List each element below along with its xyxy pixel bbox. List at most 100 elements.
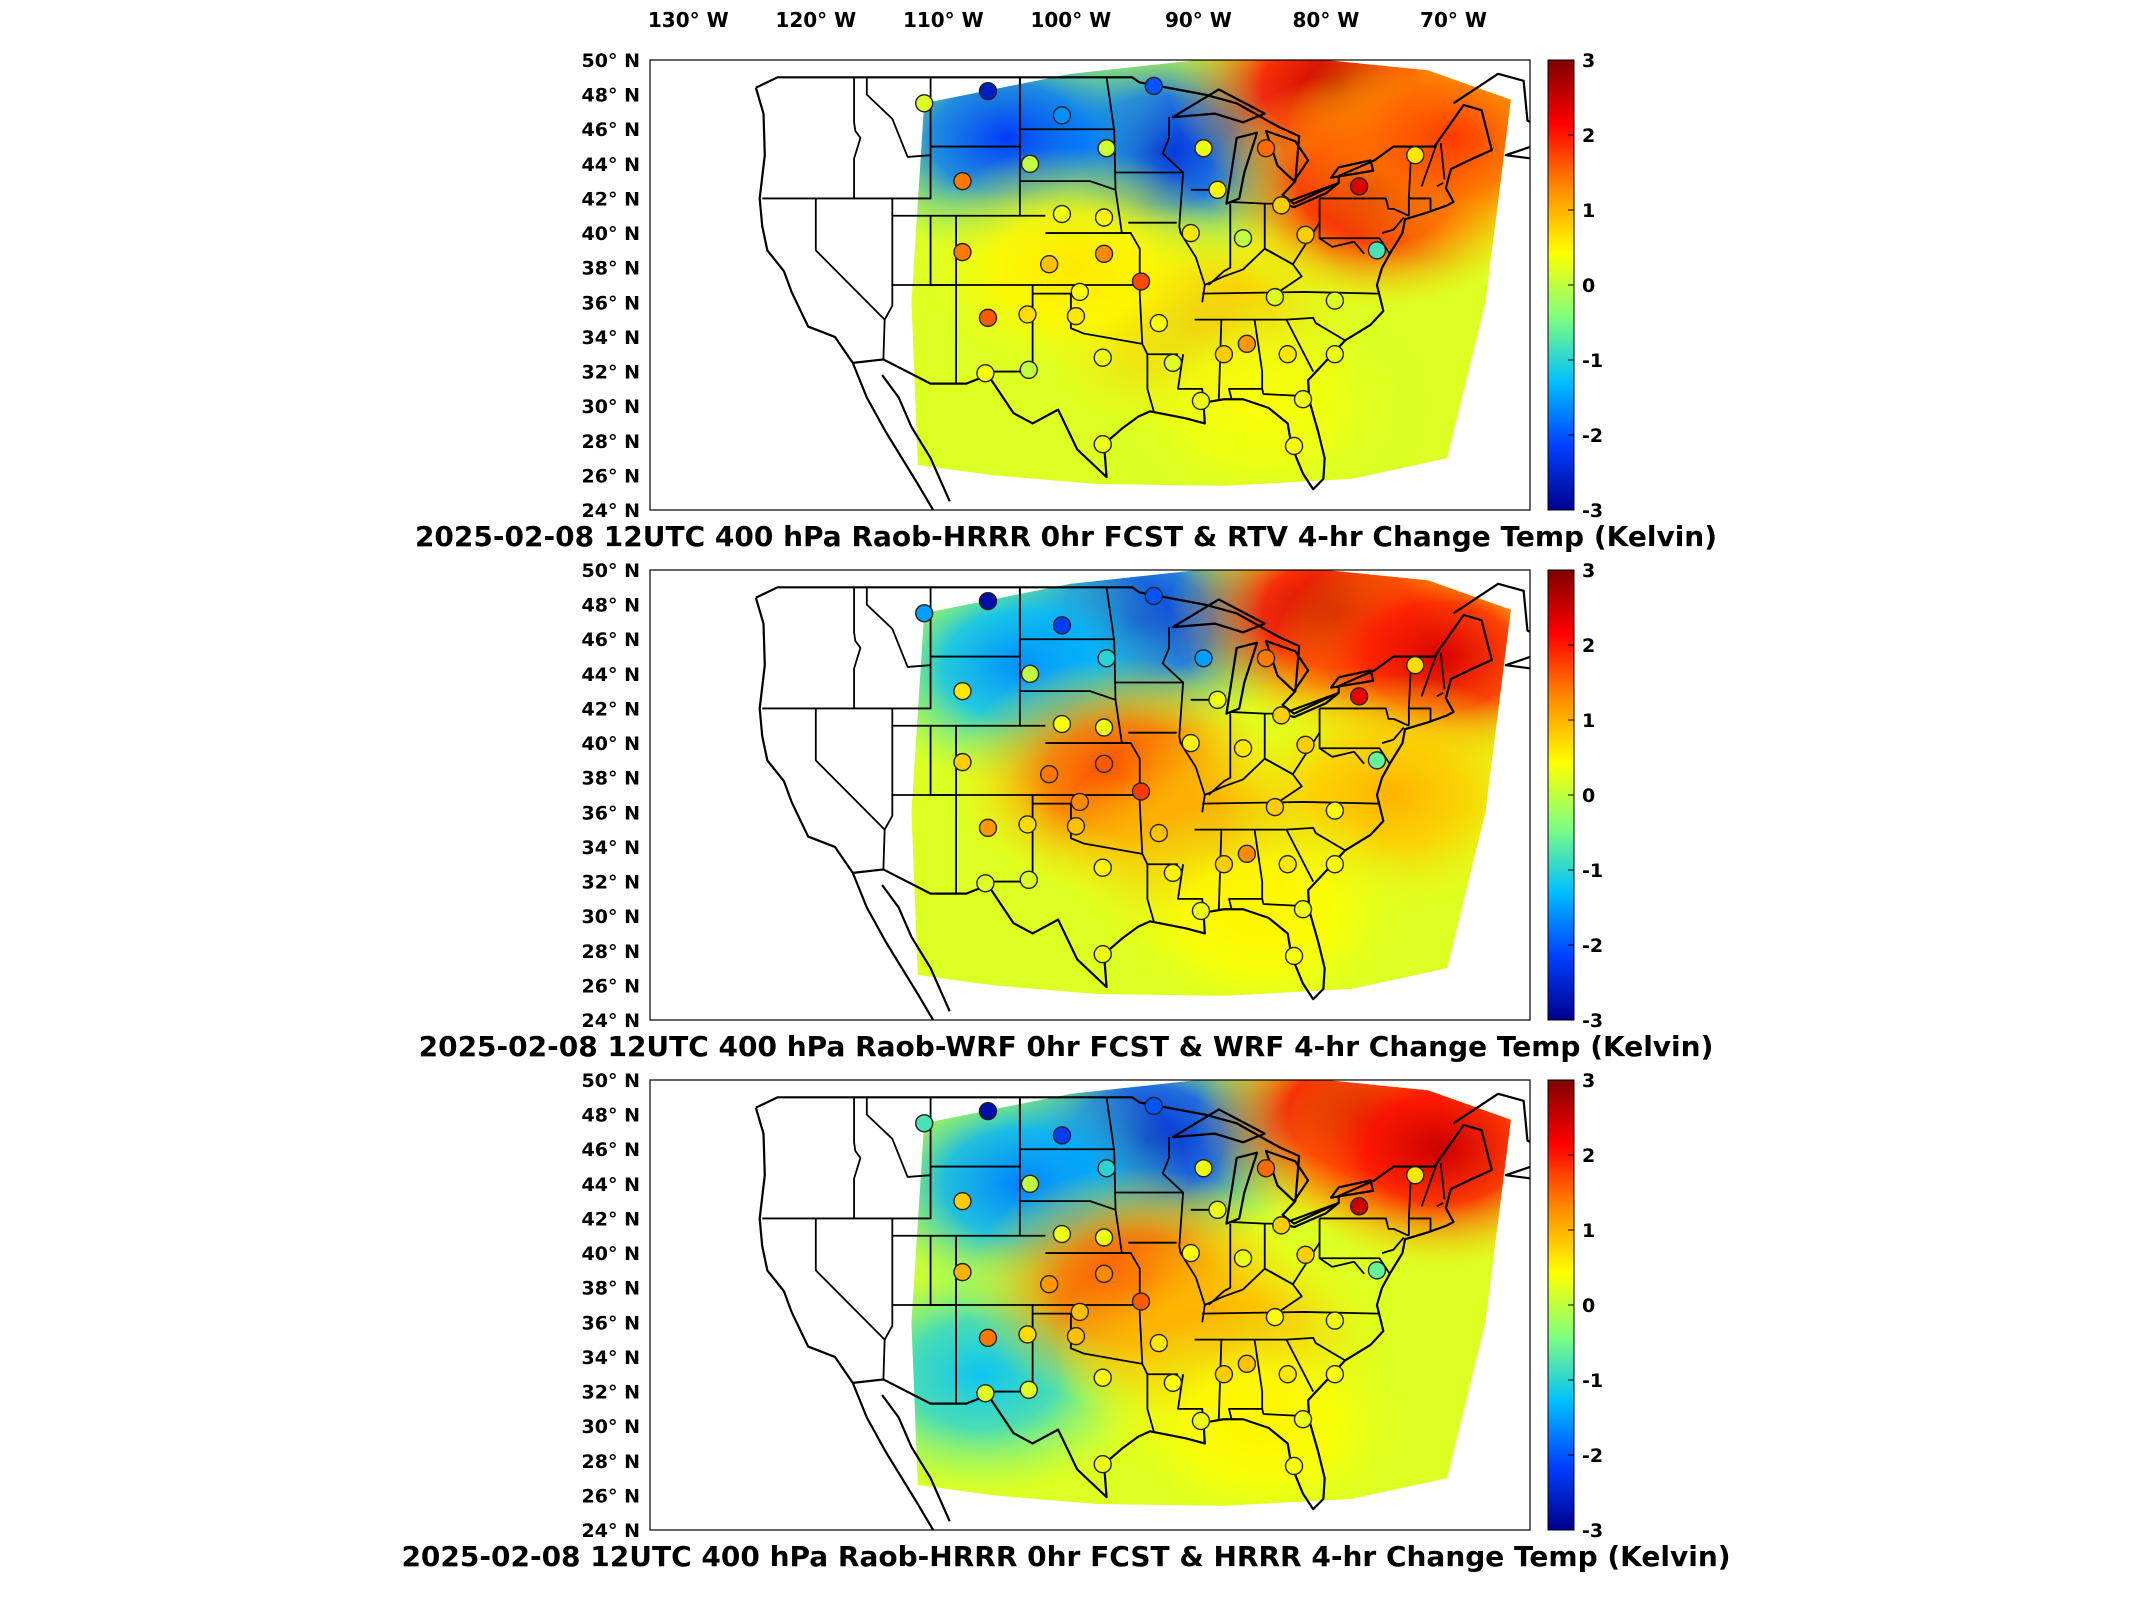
station-marker <box>1272 1216 1291 1235</box>
latitude-tick-labels: 50° N 48° N 46° N 44° N 42° N 40° N 38° N 36° N… <box>582 50 640 522</box>
station-marker <box>953 752 972 772</box>
station-marker <box>1066 816 1086 836</box>
station-marker <box>1293 390 1313 409</box>
station-marker <box>1325 855 1345 874</box>
station-marker <box>1070 282 1089 302</box>
latitude-tick-label: 30° N <box>582 906 640 928</box>
station-marker <box>1278 855 1297 874</box>
station-marker <box>1406 655 1425 675</box>
station-marker <box>1052 714 1072 734</box>
state-boundary <box>1019 180 1116 191</box>
state-boundary <box>1420 142 1438 187</box>
station-marker <box>1052 204 1072 224</box>
state-boundary <box>1019 690 1116 701</box>
station-marker <box>1233 739 1253 758</box>
latitude-tick-label: 50° N <box>582 1070 640 1092</box>
state-boundary <box>882 198 894 360</box>
colorbar-tick-label: 2 <box>1582 125 1595 147</box>
state-boundary <box>762 1097 932 1220</box>
station-marker <box>1296 1245 1315 1265</box>
colorbar-tick-label: 3 <box>1582 1070 1595 1092</box>
colorbar-tick-label: -1 <box>1582 350 1603 372</box>
longitude-tick-label: 110° W <box>903 8 984 32</box>
station-marker <box>1149 823 1169 843</box>
station-marker <box>1325 1311 1345 1330</box>
state-boundary <box>1436 1202 1444 1208</box>
latitude-tick-label: 28° N <box>582 1451 640 1473</box>
station-marker <box>976 1384 995 1403</box>
state-boundary <box>1032 1312 1143 1365</box>
state-boundary <box>1408 197 1432 211</box>
station-marker <box>1131 782 1151 801</box>
state-boundary <box>1381 726 1405 744</box>
colorbar: 3 2 1 0 -1 -2 -3 <box>1547 50 1603 522</box>
station-marker <box>915 604 934 623</box>
station-marker <box>1265 797 1285 817</box>
latitude-tick-label: 32° N <box>582 872 640 894</box>
panel-title: 2025-02-08 12UTC 400 hPa Raob-HRRR 0hr F… <box>415 520 1717 553</box>
station-marker <box>1070 1302 1089 1322</box>
station-marker <box>1208 1200 1227 1220</box>
state-boundary <box>1319 197 1410 217</box>
state-boundary <box>1439 142 1446 180</box>
station-marker <box>1278 345 1297 364</box>
station-marker <box>953 171 972 191</box>
station-marker <box>1208 180 1227 200</box>
colorbar-tick-label: -1 <box>1582 860 1603 882</box>
station-marker <box>1052 106 1072 125</box>
station-marker <box>915 94 934 113</box>
station-marker <box>1093 1368 1112 1387</box>
west-coastline <box>754 597 935 1020</box>
state-boundary <box>1228 319 1264 400</box>
station-marker <box>1163 863 1183 883</box>
latitude-tick-label: 24° N <box>582 500 640 522</box>
west-coastline <box>754 87 935 510</box>
state-boundary <box>865 77 931 158</box>
station-marker <box>1097 649 1116 668</box>
station-marker <box>976 874 995 893</box>
station-marker <box>1272 706 1291 725</box>
latitude-tick-label: 36° N <box>582 802 640 824</box>
station-marker <box>1144 586 1163 606</box>
latitude-tick-label: 44° N <box>582 154 640 176</box>
station-marker <box>1272 196 1291 215</box>
station-marker <box>1237 1354 1257 1374</box>
latitude-tick-label: 42° N <box>582 188 640 210</box>
station-marker <box>1367 751 1387 770</box>
station-marker <box>1194 1159 1213 1178</box>
west-coastline <box>754 1107 935 1530</box>
great-lake-outline <box>1171 598 1266 634</box>
station-marker <box>1039 765 1059 784</box>
raob-stations <box>915 76 1425 456</box>
station-marker <box>1039 1275 1059 1294</box>
latitude-tick-label: 28° N <box>582 941 640 963</box>
latitude-tick-label: 50° N <box>582 50 640 72</box>
station-marker <box>1181 223 1200 243</box>
station-marker <box>1052 616 1072 635</box>
great-lake-outline <box>1264 129 1310 183</box>
station-marker <box>1094 208 1114 227</box>
latitude-tick-label: 30° N <box>582 396 640 418</box>
station-marker <box>1237 334 1257 354</box>
state-boundary <box>1208 1223 1232 1306</box>
map-panel: 50° N 48° N 46° N 44° N 42° N 40° N 38° N 36° N… <box>401 1070 1730 1573</box>
station-marker <box>1325 345 1345 364</box>
state-boundary <box>814 708 886 831</box>
colorbar-tick-label: -1 <box>1582 1370 1603 1392</box>
map-panels: 50° N 48° N 46° N 44° N 42° N 40° N 38° N 36° N… <box>401 50 1730 1573</box>
station-marker <box>1093 435 1112 454</box>
station-marker <box>1194 649 1213 668</box>
station-marker <box>1214 345 1234 364</box>
state-boundary <box>865 1097 931 1178</box>
station-marker <box>1093 858 1112 877</box>
station-marker <box>1094 1228 1114 1247</box>
station-marker <box>1284 946 1304 966</box>
station-marker <box>1066 1326 1086 1346</box>
state-boundary <box>1045 742 1155 922</box>
state-boundary <box>1381 1236 1405 1254</box>
station-marker <box>1019 870 1038 890</box>
station-marker <box>1094 1264 1114 1284</box>
station-marker <box>1039 255 1059 274</box>
station-marker <box>1284 436 1304 456</box>
